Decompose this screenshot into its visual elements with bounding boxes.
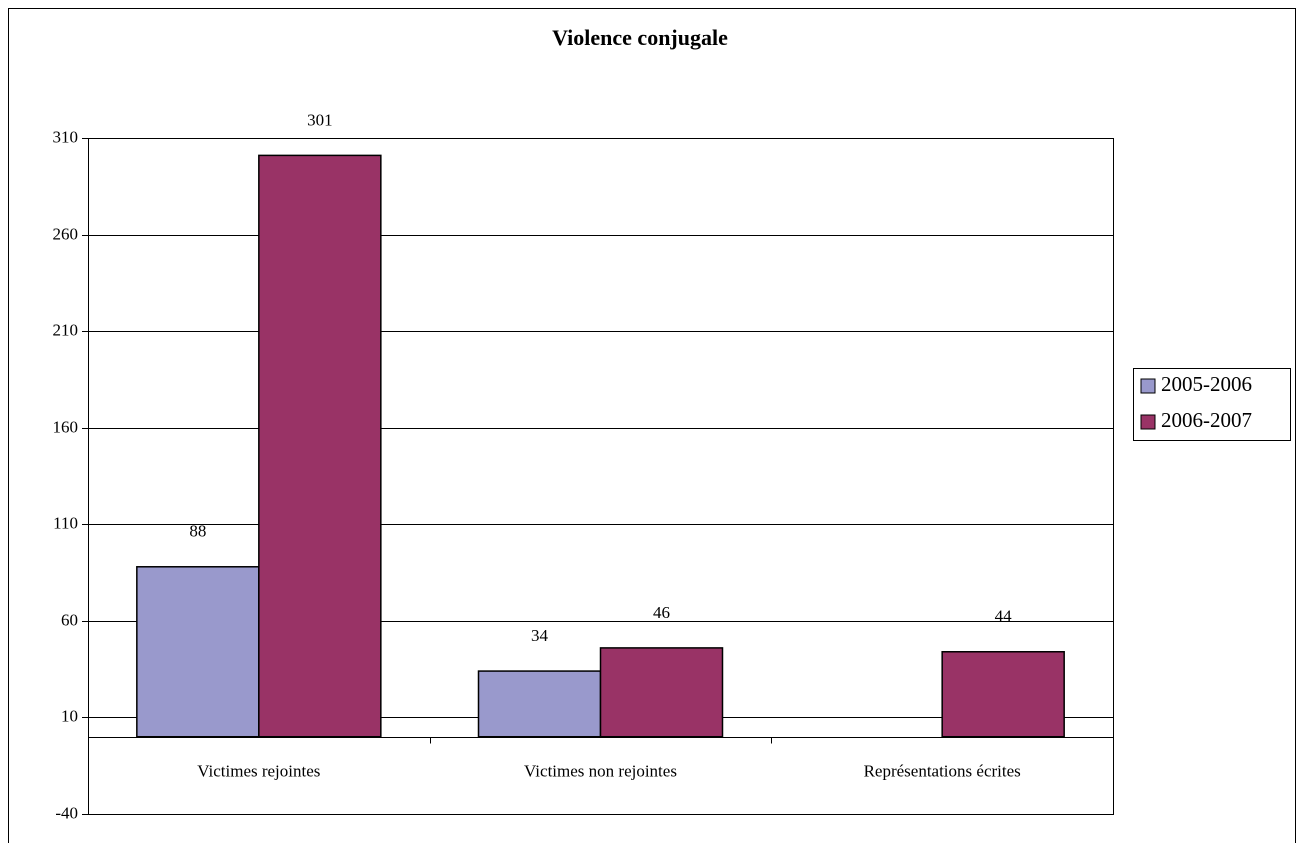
legend-text: 2005-2006 (1161, 372, 1252, 396)
bar (477, 670, 602, 738)
y-tick-label: 310 (53, 127, 79, 146)
legend-swatch (1140, 414, 1156, 430)
data-label: 46 (653, 603, 670, 622)
y-tick-label: 60 (61, 610, 78, 629)
bar (136, 566, 260, 738)
data-label: 88 (189, 522, 206, 541)
legend-text: 2006-2007 (1161, 408, 1252, 432)
x-tick-label: Victimes non rejointes (524, 762, 677, 781)
x-tick-label: Victimes rejointes (197, 762, 320, 781)
y-tick-label: 260 (53, 224, 79, 243)
legend-box (1133, 368, 1291, 441)
legend-swatch (1140, 378, 1156, 394)
x-tick-label: Représentations écrites (864, 762, 1021, 781)
bar (941, 651, 1065, 738)
bar (258, 154, 382, 738)
bar (599, 647, 724, 738)
data-label: 301 (307, 110, 333, 129)
data-label: 44 (995, 607, 1013, 626)
y-tick-label: 160 (53, 417, 79, 436)
chart-title: Violence conjugale (552, 25, 728, 50)
y-tick-label: 210 (53, 320, 79, 339)
y-tick-label: -40 (55, 803, 78, 822)
y-tick-label: 10 (61, 706, 78, 725)
data-label: 34 (531, 626, 549, 645)
y-tick-label: 110 (53, 513, 78, 532)
